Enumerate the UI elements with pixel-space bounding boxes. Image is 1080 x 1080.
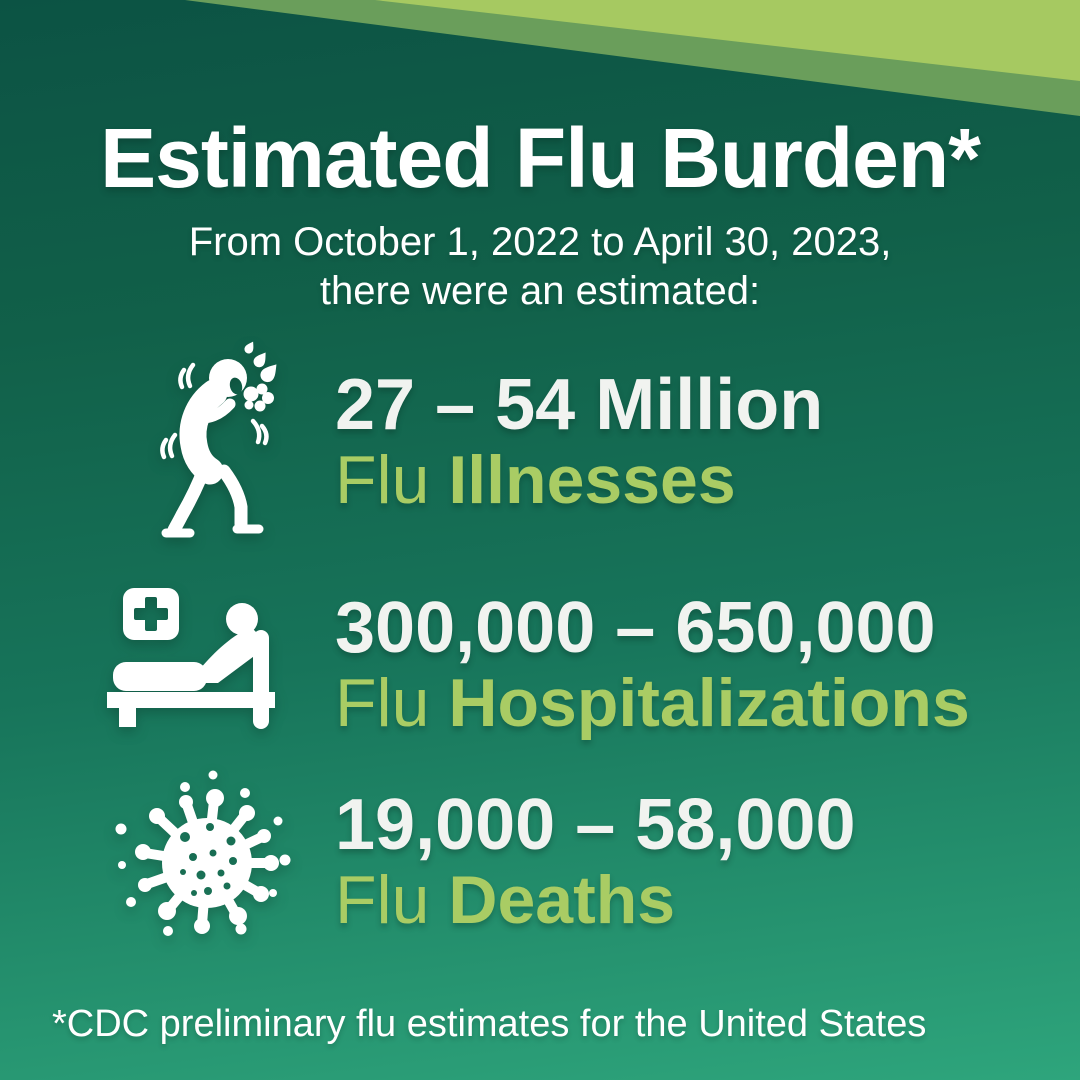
stat-range: 300,000 – 650,000 (335, 588, 936, 668)
footnote: *CDC preliminary flu estimates for the U… (52, 1003, 927, 1045)
page-title: Estimated Flu Burden* (100, 111, 981, 205)
coughing-person-icon (140, 333, 340, 545)
subtitle: From October 1, 2022 to April 30, 2023, … (0, 218, 1080, 316)
stat-label-word: Deaths (448, 862, 676, 938)
stat-label-prefix: Flu (335, 442, 430, 518)
bright-green-stripe (375, 0, 1080, 81)
top-diagonal-stripes (185, 0, 1080, 116)
stat-label: Flu Hospitalizations (335, 666, 970, 740)
stat-label: Flu Illnesses (335, 443, 823, 517)
hospital-bed-icon (105, 580, 345, 750)
subtitle-line-2: there were an estimated: (319, 269, 761, 313)
stat-label-prefix: Flu (335, 862, 430, 938)
stat-deaths: 19,000 – 58,000 Flu Deaths (335, 787, 856, 937)
stat-label-prefix: Flu (335, 665, 430, 741)
stat-range: 19,000 – 58,000 (335, 785, 856, 865)
stat-hospitalizations: 300,000 – 650,000 Flu Hospitalizations (335, 590, 970, 740)
stat-label-word: Illnesses (448, 442, 736, 518)
stat-illnesses: 27 – 54 Million Flu Illnesses (335, 367, 823, 517)
stat-range: 27 – 54 Million (335, 365, 824, 445)
stat-label: Flu Deaths (335, 863, 856, 937)
subtitle-line-1: From October 1, 2022 to April 30, 2023, (188, 220, 892, 264)
virus-icon (95, 765, 345, 1000)
stat-label-word: Hospitalizations (448, 665, 970, 741)
